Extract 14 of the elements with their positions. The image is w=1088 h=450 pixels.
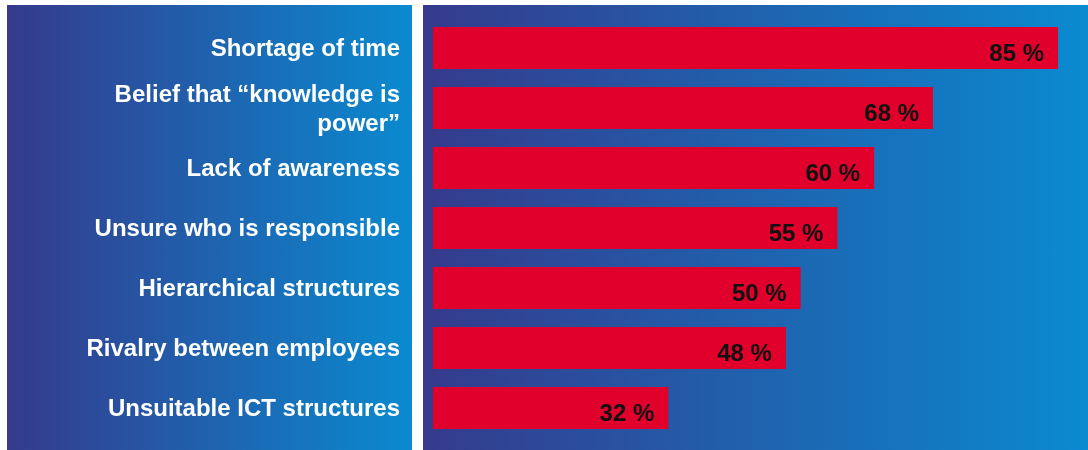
data-label: 60 % xyxy=(805,159,861,187)
y-tick-label: Lack of awareness xyxy=(186,154,400,182)
data-label: 55 % xyxy=(768,219,824,247)
data-label: 48 % xyxy=(717,339,772,367)
y-tick-label: Rivalry between employees xyxy=(86,334,400,362)
data-label: 50 % xyxy=(731,279,787,307)
y-tick-label: Hierarchical structures xyxy=(138,274,400,302)
data-label: 85 % xyxy=(989,39,1044,67)
y-tick-label: Belief that “knowledge is power” xyxy=(114,79,400,136)
y-tick-label: Shortage of time xyxy=(210,34,400,62)
data-label: 68 % xyxy=(864,99,919,127)
y-tick-label: Unsuitable ICT structures xyxy=(107,394,400,422)
y-tick-label: Unsure who is responsible xyxy=(94,214,400,242)
data-label: 32 % xyxy=(599,399,655,427)
